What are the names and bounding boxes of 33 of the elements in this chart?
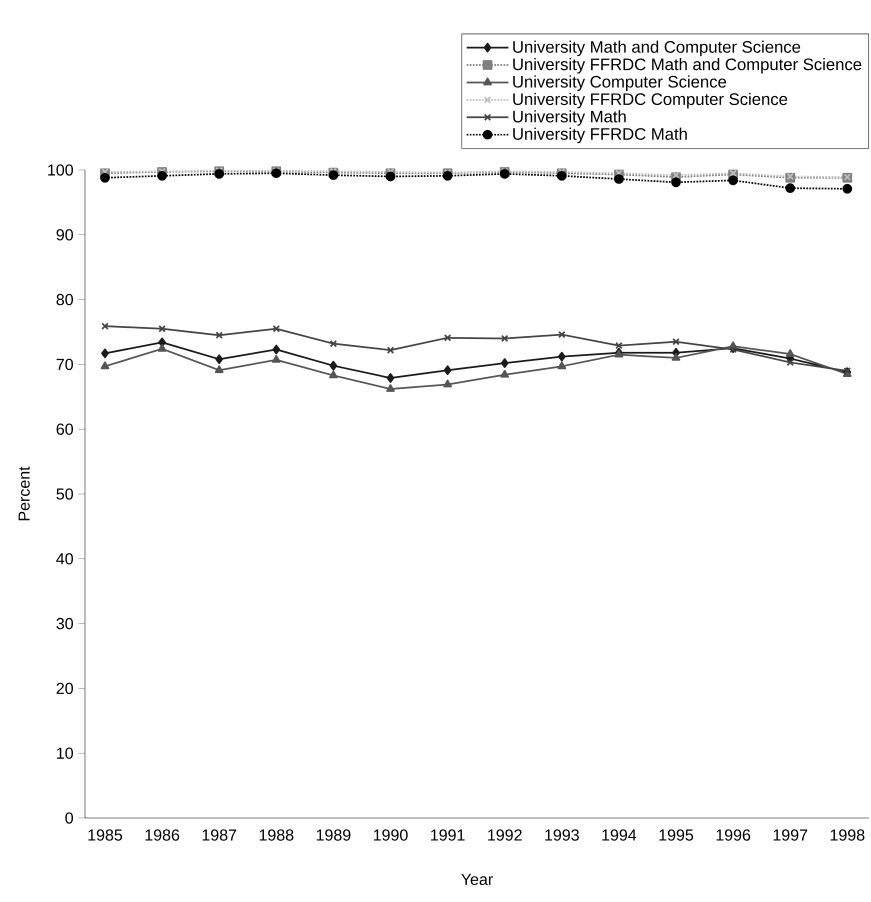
x-tick-label: 1986 <box>146 829 180 841</box>
x-tick-label: 1995 <box>659 829 694 841</box>
legend-label: University FFRDC Computer Science <box>513 92 788 108</box>
x-tick-label: 1989 <box>316 829 350 841</box>
x-tick-label: 1987 <box>202 829 236 841</box>
legend-label: University FFRDC Math <box>513 128 687 144</box>
legend-label: University Computer Science <box>513 75 726 91</box>
y-tick-label: 0 <box>65 812 74 824</box>
y-tick-label: 30 <box>56 618 73 630</box>
legend-label: University FFRDC Math and Computer Science <box>513 58 862 74</box>
x-tick-label: 1985 <box>88 829 122 841</box>
y-tick-label: 70 <box>56 358 73 370</box>
x-tick-label: 1994 <box>602 829 636 841</box>
y-axis-title: Percent <box>18 466 30 520</box>
y-tick-label: 100 <box>48 164 73 176</box>
y-tick-label: 50 <box>56 488 73 500</box>
y-tick-label: 10 <box>57 748 73 759</box>
x-tick-label: 1996 <box>716 829 750 841</box>
x-tick-label: 1992 <box>488 829 522 841</box>
x-axis-title: Year <box>461 874 493 886</box>
x-tick-label: 1997 <box>774 829 808 841</box>
x-tick-label: 1988 <box>260 829 294 841</box>
x-tick-label: 1990 <box>374 829 408 841</box>
y-tick-label: 90 <box>56 229 73 240</box>
y-tick-label: 40 <box>56 553 73 564</box>
x-tick-label: 1993 <box>545 829 579 841</box>
y-tick-label: 60 <box>56 424 73 435</box>
y-tick-label: 80 <box>56 294 73 306</box>
legend-label: University Math <box>513 110 626 126</box>
legend-label: University Math and Computer Science <box>513 40 800 56</box>
x-tick-label: 1991 <box>431 829 465 841</box>
x-tick-label: 1998 <box>830 829 864 841</box>
y-tick-label: 20 <box>56 682 73 694</box>
